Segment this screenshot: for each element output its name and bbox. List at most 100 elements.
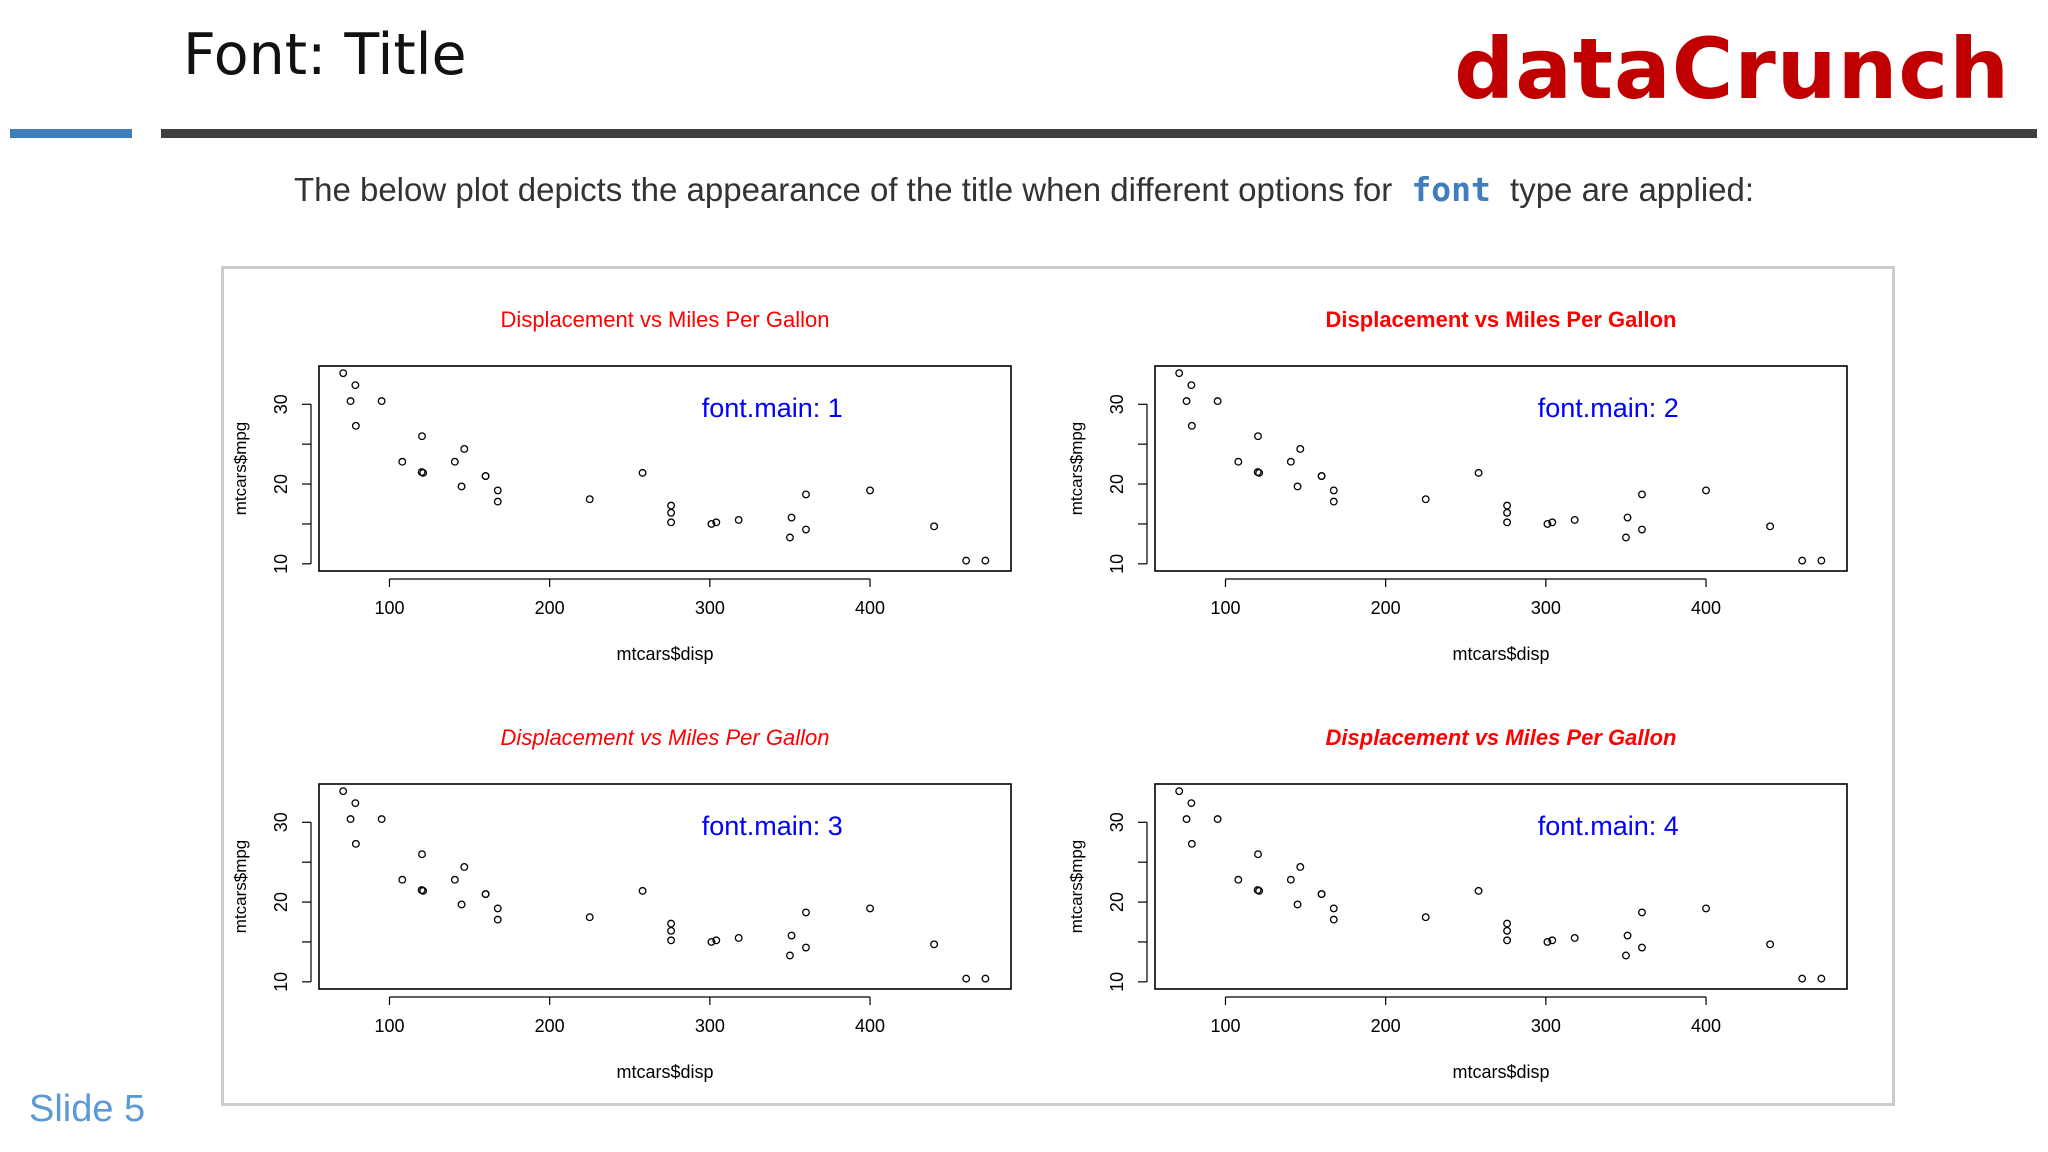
x-tick-label: 300	[1531, 598, 1561, 618]
y-tick-label: 30	[1107, 394, 1127, 414]
data-point	[1543, 519, 1552, 528]
data-point	[1234, 875, 1243, 884]
data-point	[585, 913, 594, 922]
data-point	[493, 497, 502, 506]
data-point	[351, 799, 360, 808]
data-point	[802, 490, 810, 499]
data-point	[930, 522, 939, 531]
data-point	[1548, 936, 1557, 945]
data-point	[493, 486, 502, 495]
data-point	[734, 933, 743, 942]
plot-frame	[1154, 783, 1848, 990]
y-tick-label: 20	[1107, 892, 1127, 912]
data-point	[1702, 486, 1710, 495]
intro-text-before: The below plot depicts the appearance of…	[293, 171, 1393, 208]
data-point	[787, 513, 796, 522]
data-point	[346, 397, 355, 406]
data-point	[785, 951, 794, 960]
y-axis-label: mtcars$mpg	[231, 840, 250, 934]
data-point	[1329, 915, 1338, 924]
x-tick-label: 300	[695, 1016, 725, 1036]
data-point	[1503, 926, 1512, 935]
intro-text-after: type are applied:	[1510, 171, 1755, 208]
plot-annotation: font.main: 3	[702, 811, 843, 841]
data-point	[734, 515, 743, 524]
data-point	[351, 421, 360, 430]
data-point	[1798, 556, 1807, 565]
data-point	[346, 815, 355, 824]
y-tick-label: 20	[271, 892, 291, 912]
data-point	[457, 482, 466, 491]
figure-canvas: Displacement vs Miles Per Gallon 100 200 30…	[231, 307, 1848, 1082]
data-point	[398, 875, 407, 884]
data-point	[1329, 904, 1338, 913]
data-point	[981, 974, 990, 983]
data-point	[1255, 886, 1264, 895]
x-tick-label: 400	[1691, 1016, 1721, 1036]
data-point	[1503, 919, 1512, 928]
data-point	[787, 931, 796, 940]
data-point	[1421, 495, 1430, 504]
x-axis-label: mtcars$disp	[1452, 1062, 1549, 1082]
x-tick-label: 300	[695, 598, 725, 618]
data-point	[785, 533, 794, 542]
data-point	[1175, 787, 1184, 796]
data-point	[481, 472, 490, 481]
data-point	[638, 468, 647, 477]
data-point	[1798, 974, 1807, 983]
data-point	[667, 501, 676, 510]
data-point	[1503, 518, 1512, 527]
data-point	[1421, 913, 1430, 922]
y-tick-label: 30	[1107, 812, 1127, 832]
data-point	[1293, 900, 1302, 909]
intro-code-font: font	[1411, 170, 1491, 209]
data-point	[1817, 974, 1826, 983]
slide-title: Font: Title	[183, 22, 467, 88]
data-point	[1503, 508, 1512, 517]
data-point	[493, 915, 502, 924]
data-point	[1234, 457, 1243, 466]
data-point	[1503, 936, 1512, 945]
data-point	[1286, 457, 1295, 466]
data-point	[377, 397, 386, 406]
data-point	[1623, 513, 1632, 522]
data-point	[339, 369, 348, 378]
x-tick-label: 100	[1210, 598, 1240, 618]
data-point	[1474, 886, 1483, 895]
data-point	[419, 886, 428, 895]
plot-frame	[1154, 365, 1848, 572]
data-point	[457, 900, 466, 909]
data-point	[1296, 863, 1305, 871]
y-axis-label: mtcars$mpg	[231, 422, 250, 516]
x-axis-label: mtcars$disp	[616, 1062, 713, 1082]
data-point	[866, 904, 874, 913]
x-tick-label: 300	[1531, 1016, 1561, 1036]
data-point	[419, 468, 428, 477]
data-point	[1175, 369, 1184, 378]
data-point	[1213, 815, 1222, 824]
data-point	[1182, 815, 1191, 824]
data-point	[1817, 556, 1826, 565]
y-tick-label: 20	[271, 474, 291, 494]
data-point	[1182, 397, 1191, 406]
data-point	[962, 556, 971, 565]
x-tick-label: 200	[1371, 598, 1401, 618]
data-point	[667, 508, 676, 517]
x-tick-label: 400	[855, 1016, 885, 1036]
brand-logo: dataCrunch	[1454, 20, 2010, 118]
data-point	[1548, 518, 1557, 527]
x-tick-label: 200	[535, 598, 565, 618]
chart-panel-1: Displacement vs Miles Per Gallon 100 200 30…	[231, 307, 1012, 664]
x-axis-label: mtcars$disp	[616, 644, 713, 664]
data-point	[481, 890, 490, 899]
data-point	[1213, 397, 1222, 406]
data-point	[802, 943, 810, 952]
data-point	[351, 381, 360, 390]
x-tick-label: 100	[1210, 1016, 1240, 1036]
y-tick-label: 10	[1107, 972, 1127, 992]
data-point	[460, 863, 469, 871]
data-point	[418, 850, 426, 859]
data-point	[1254, 850, 1262, 859]
data-point	[930, 940, 939, 949]
data-point	[667, 936, 676, 945]
